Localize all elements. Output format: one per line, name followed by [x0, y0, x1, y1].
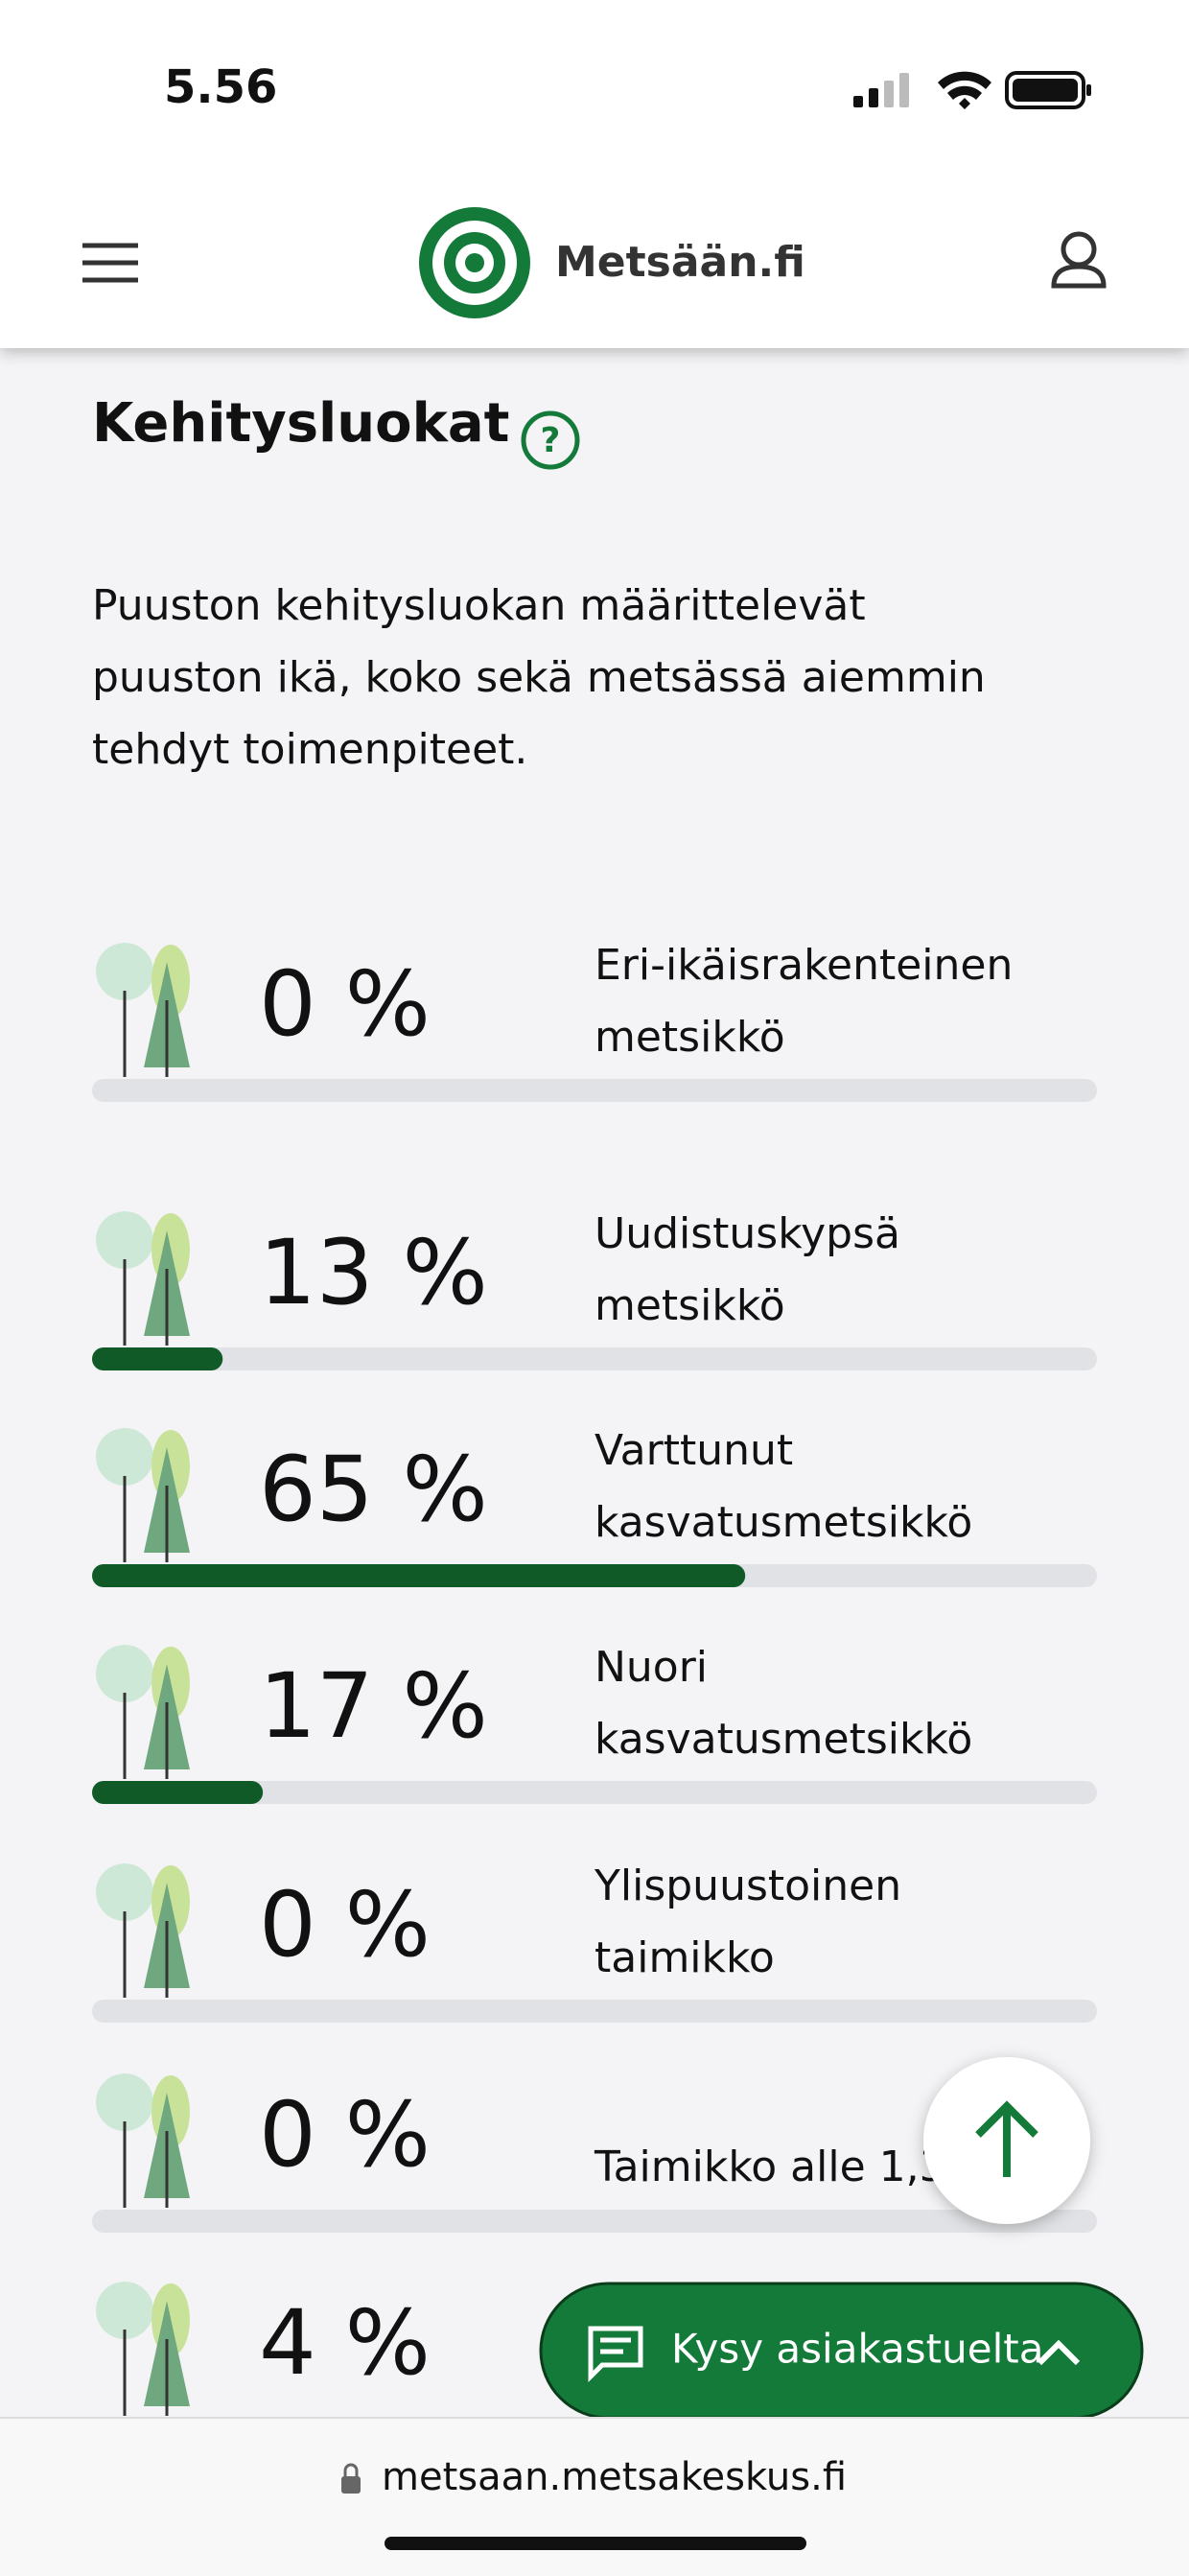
- tree-icon: [96, 1428, 190, 1562]
- tree: [96, 943, 153, 1000]
- chevron: [1037, 2339, 1081, 2366]
- class-label: Ylispuustoinen: [594, 1862, 901, 1910]
- percent: 17 %: [259, 1654, 488, 1759]
- brand: Metsään.fi: [555, 238, 805, 287]
- progress-bar: [92, 1564, 746, 1587]
- chat-label: Kysy asiakastuelta: [671, 2326, 1043, 2373]
- class-label: Eri-ikäisrakenteinen: [594, 941, 1013, 990]
- arrow-up: [975, 2100, 1038, 2177]
- tree-icon: [96, 1863, 190, 1998]
- tree: [96, 1211, 153, 1269]
- menu-button[interactable]: [82, 243, 138, 283]
- progress-track: [92, 1347, 1097, 1370]
- tree: [96, 1428, 153, 1486]
- tree-icon: [96, 1211, 190, 1346]
- class-label: Varttunut: [594, 1426, 793, 1475]
- lock-shackle: [343, 2463, 359, 2476]
- class-label: metsikkö: [594, 1281, 785, 1330]
- status-time: 5.56: [164, 60, 277, 114]
- class-label: metsikkö: [594, 1013, 785, 1062]
- class-label: taimikko: [594, 1933, 775, 1982]
- class-label: Taimikko alle 1,3: [594, 2143, 946, 2191]
- class-label: kasvatusmetsikkö: [594, 1498, 972, 1547]
- class-label: kasvatusmetsikkö: [594, 1715, 972, 1764]
- class-row: 17 % Nuori kasvatusmetsikkö: [92, 1643, 1097, 1804]
- class-row: 65 % Varttunut kasvatusmetsikkö: [92, 1426, 1097, 1587]
- percent: 0 %: [259, 1873, 431, 1978]
- percent: 4 %: [259, 2291, 431, 2396]
- tree: [96, 2073, 153, 2131]
- tree-icon: [96, 2073, 190, 2208]
- tree: [96, 1863, 153, 1921]
- tree-icon: [96, 943, 190, 1077]
- percent: 0 %: [259, 2083, 431, 2188]
- tree-icon: [96, 2282, 190, 2416]
- class-row: 0 % Taimikko alle 1,3: [92, 2073, 1097, 2233]
- lock-icon: [341, 2476, 361, 2494]
- logo[interactable]: Metsään.fi: [419, 207, 805, 318]
- status-icons: [853, 71, 1091, 109]
- help-icon[interactable]: ?: [521, 410, 580, 470]
- progress-track: [92, 1781, 1097, 1804]
- home-indicator: [385, 2537, 806, 2550]
- progress-track: [92, 1079, 1097, 1102]
- class-label: Uudistuskypsä: [594, 1209, 900, 1258]
- tree-icon: [96, 1645, 190, 1779]
- percent: 0 %: [259, 952, 431, 1057]
- tree: [96, 1645, 153, 1702]
- progress-track: [92, 2210, 1097, 2233]
- class-row: 13 % Uudistuskypsä metsikkö: [92, 1209, 1097, 1370]
- tree: [96, 2282, 153, 2339]
- progress-track: [92, 2000, 1097, 2023]
- class-row: 0 % Ylispuustoinen taimikko: [92, 1862, 1097, 2023]
- svg-text:?: ?: [541, 421, 561, 460]
- class-row: 0 % Eri-ikäisrakenteinen metsikkö: [92, 941, 1097, 1102]
- section-title: Kehitysluokat: [92, 392, 509, 455]
- description-line: tehdyt toimenpiteet.: [92, 725, 527, 774]
- profile-button[interactable]: [1051, 231, 1107, 289]
- percent: 65 %: [259, 1438, 488, 1542]
- progress-bar: [92, 1347, 223, 1370]
- bottom-area: Kysy asiakastuelta metsaan.metsakeskus.fi: [0, 2057, 1189, 2576]
- percent: 13 %: [259, 1221, 488, 1325]
- description-line: Puuston kehitysluokan määrittelevät: [92, 581, 866, 630]
- description-line: puuston ikä, koko sekä metsässä aiemmin: [92, 653, 986, 702]
- chat-icon: [588, 2326, 643, 2383]
- progress-bar: [92, 1781, 264, 1804]
- header: [0, 0, 1189, 348]
- url: metsaan.metsakeskus.fi: [382, 2455, 847, 2499]
- class-label: Nuori: [594, 1643, 708, 1692]
